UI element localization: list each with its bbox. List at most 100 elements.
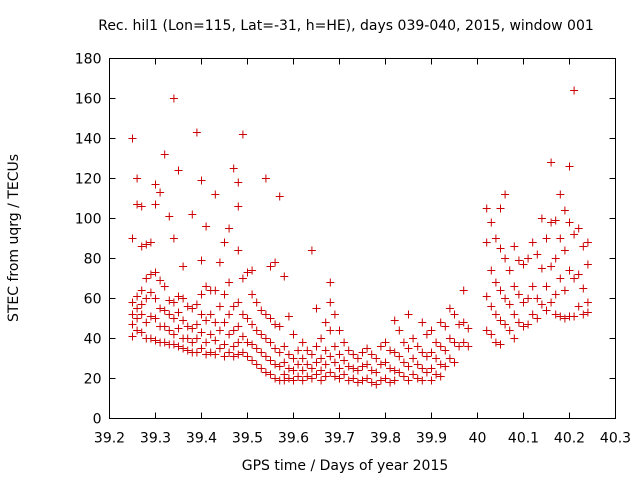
- data-point-marker: [174, 166, 183, 175]
- data-point-marker: [160, 322, 169, 331]
- data-point-marker: [547, 158, 556, 167]
- data-point-marker: [271, 360, 280, 369]
- data-point-marker: [188, 338, 197, 347]
- data-point-marker: [432, 354, 441, 363]
- data-point-marker: [271, 344, 280, 353]
- data-point-marker: [556, 312, 565, 321]
- data-point-marker: [211, 190, 220, 199]
- x-axis-label: GPS time / Days of year 2015: [242, 458, 449, 474]
- data-point-marker: [505, 300, 514, 309]
- data-point-marker: [381, 358, 390, 367]
- data-point-marker: [358, 376, 367, 385]
- data-point-marker: [160, 338, 169, 347]
- data-point-marker: [133, 304, 142, 313]
- data-point-marker: [404, 344, 413, 353]
- data-point-marker: [349, 350, 358, 359]
- data-point-marker: [556, 190, 565, 199]
- data-point-marker: [220, 238, 229, 247]
- data-point-marker: [583, 238, 592, 247]
- data-point-marker: [257, 306, 266, 315]
- data-point-marker: [496, 340, 505, 349]
- data-point-marker: [537, 214, 546, 223]
- plot-marks: [128, 86, 592, 389]
- data-point-marker: [547, 298, 556, 307]
- data-point-marker: [234, 246, 243, 255]
- data-point-marker: [307, 350, 316, 359]
- data-point-marker: [234, 298, 243, 307]
- data-point-marker: [225, 310, 234, 319]
- data-point-marker: [271, 374, 280, 383]
- data-point-marker: [169, 314, 178, 323]
- data-point-marker: [551, 310, 560, 319]
- data-point-marker: [574, 302, 583, 311]
- data-point-marker: [514, 256, 523, 265]
- data-point-marker: [128, 134, 137, 143]
- data-point-marker: [188, 304, 197, 313]
- data-point-marker: [183, 346, 192, 355]
- data-point-marker: [151, 268, 160, 277]
- data-point-marker: [376, 360, 385, 369]
- data-point-marker: [445, 334, 454, 343]
- data-point-marker: [174, 308, 183, 317]
- data-point-marker: [243, 338, 252, 347]
- x-tick-label: 39.6: [278, 431, 309, 447]
- data-point-marker: [248, 290, 257, 299]
- data-point-marker: [326, 352, 335, 361]
- data-point-marker: [280, 376, 289, 385]
- y-tick-label: 80: [84, 252, 102, 268]
- data-point-marker: [169, 340, 178, 349]
- x-tick-label: 40.3: [600, 431, 631, 447]
- data-point-marker: [294, 346, 303, 355]
- data-point-marker: [229, 352, 238, 361]
- data-point-marker: [326, 278, 335, 287]
- data-point-marker: [367, 378, 376, 387]
- data-point-marker: [491, 234, 500, 243]
- data-point-marker: [211, 350, 220, 359]
- data-point-marker: [321, 360, 330, 369]
- data-point-marker: [353, 378, 362, 387]
- data-point-marker: [146, 270, 155, 279]
- data-point-marker: [344, 346, 353, 355]
- data-point-marker: [381, 374, 390, 383]
- data-point-marker: [298, 338, 307, 347]
- data-point-marker: [363, 374, 372, 383]
- data-point-marker: [409, 370, 418, 379]
- data-point-marker: [179, 316, 188, 325]
- data-point-marker: [275, 322, 284, 331]
- data-point-marker: [441, 346, 450, 355]
- data-point-marker: [202, 316, 211, 325]
- data-point-marker: [234, 202, 243, 211]
- data-point-marker: [238, 332, 247, 341]
- data-point-marker: [275, 192, 284, 201]
- data-point-marker: [257, 330, 266, 339]
- data-point-marker: [386, 364, 395, 373]
- data-point-marker: [358, 348, 367, 357]
- y-tick-label: 160: [75, 92, 102, 108]
- data-point-marker: [321, 346, 330, 355]
- data-point-marker: [275, 362, 284, 371]
- data-point-marker: [583, 308, 592, 317]
- data-point-marker: [441, 362, 450, 371]
- data-point-marker: [565, 266, 574, 275]
- data-point-marker: [238, 130, 247, 139]
- data-point-marker: [248, 320, 257, 329]
- data-point-marker: [252, 360, 261, 369]
- data-point-marker: [537, 300, 546, 309]
- data-point-marker: [307, 246, 316, 255]
- data-point-marker: [128, 234, 137, 243]
- data-point-marker: [547, 218, 556, 227]
- data-point-marker: [363, 360, 372, 369]
- data-point-marker: [146, 312, 155, 321]
- data-point-marker: [524, 294, 533, 303]
- data-point-marker: [436, 372, 445, 381]
- data-point-marker: [289, 330, 298, 339]
- data-point-marker: [128, 310, 137, 319]
- data-point-marker: [238, 274, 247, 283]
- data-point-marker: [298, 366, 307, 375]
- data-point-marker: [487, 266, 496, 275]
- data-point-marker: [317, 376, 326, 385]
- data-point-marker: [570, 274, 579, 283]
- data-point-marker: [151, 294, 160, 303]
- data-point-marker: [565, 218, 574, 227]
- data-point-marker: [519, 298, 528, 307]
